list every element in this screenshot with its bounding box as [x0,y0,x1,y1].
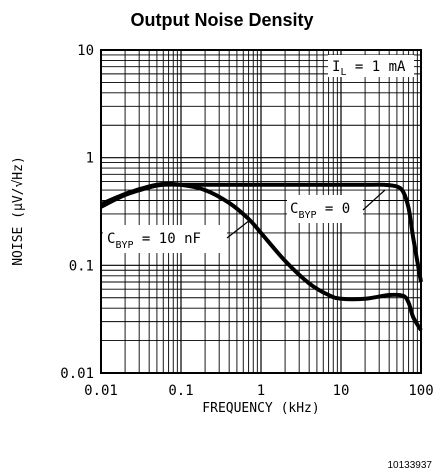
y-axis-label: NOISE (µV/√Hz) [11,156,26,266]
x-tick-labels: 0.01 0.1 1 10 100 [84,383,434,399]
condition-box [328,55,414,77]
series-0-leader [362,189,386,211]
x-tick-label: 1 [257,383,265,399]
series-0-label-main: C [290,201,298,217]
grid [100,50,421,374]
condition-label: IL = 1 mA [332,59,406,78]
chart-title: Output Noise Density [130,10,313,30]
condition-sub: L [340,67,346,78]
x-tick-label: 100 [408,383,433,399]
curves [100,181,423,332]
condition-rest: = 1 mA [346,59,406,75]
x-axis-label: FREQUENCY (kHz) [202,401,319,416]
series-1-label-sub: BYP [115,240,133,251]
series-1-line [100,181,423,332]
series-0-label-rest: = 0 [317,201,351,217]
series-1-label-box [103,225,227,253]
series-1-leader [226,219,251,239]
series-0-label-box [287,195,363,223]
series-1-label-rest: = 10 nF [134,231,201,247]
series-0-label: CBYP = 0 [290,201,350,221]
x-tick-label: 10 [333,383,350,399]
series-1-label-main: C [107,231,115,247]
y-tick-labels: 10 1 0.1 0.01 [60,43,94,382]
y-tick-label: 1 [86,151,94,167]
figure-code: 10133937 [388,460,433,471]
y-tick-label: 0.1 [69,258,94,274]
plot-border [100,49,422,374]
condition-main: I [332,59,340,75]
y-tick-label: 10 [77,43,94,59]
y-tick-label: 0.01 [60,366,94,382]
x-tick-label: 0.01 [84,383,118,399]
series-1-label: CBYP = 10 nF [107,231,201,251]
series-0-label-sub: BYP [298,210,316,221]
x-tick-label: 0.1 [168,383,193,399]
